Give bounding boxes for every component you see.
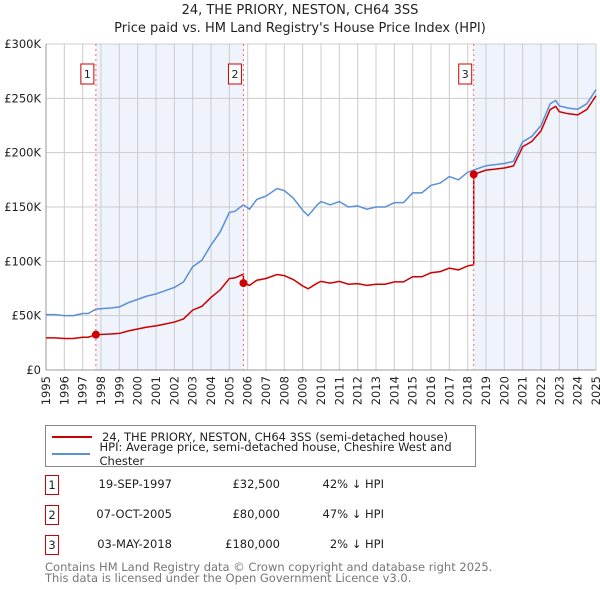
x-tick-label: 1997 xyxy=(76,376,90,405)
footer: Contains HM Land Registry data © Crown c… xyxy=(45,560,493,585)
transaction-hpi-diff: 47% ↓ HPI xyxy=(322,507,384,521)
x-tick-label: 2005 xyxy=(222,376,236,405)
x-tick-label: 2007 xyxy=(259,376,273,405)
x-tick-label: 1996 xyxy=(57,376,71,405)
x-tick-label: 2019 xyxy=(479,376,493,405)
transaction-hpi-diff: 2% ↓ HPI xyxy=(329,537,384,551)
chart-subtitle: Price paid vs. HM Land Registry's House … xyxy=(114,21,486,36)
x-tick-label: 1999 xyxy=(112,376,126,405)
legend-label-hpi: HPI: Average price, semi-detached house,… xyxy=(99,440,452,468)
sale-point xyxy=(469,170,478,179)
x-tick-label: 2011 xyxy=(332,376,346,405)
x-tick-label: 2020 xyxy=(497,376,511,405)
x-tick-label: 2003 xyxy=(186,376,200,405)
x-tick-label: 2008 xyxy=(277,376,291,405)
sale-label: 1 xyxy=(84,68,91,81)
sale-point xyxy=(91,330,100,339)
x-tick-label: 1995 xyxy=(39,376,53,405)
x-tick-label: 2015 xyxy=(406,376,420,405)
x-tick-label: 2021 xyxy=(516,376,530,405)
y-tick-label: £0 xyxy=(26,363,41,377)
legend-label-property: 24, THE PRIORY, NESTON, CH64 3SS (semi-d… xyxy=(102,430,449,444)
y-tick-label: £250K xyxy=(4,91,41,105)
sale-label: 3 xyxy=(462,68,469,81)
y-tick-label: £50K xyxy=(12,309,42,323)
y-tick-label: £300K xyxy=(4,37,41,51)
sale-label-box xyxy=(227,63,242,85)
x-tick-label: 2017 xyxy=(442,376,456,405)
legend: 24, THE PRIORY, NESTON, CH64 3SS (semi-d… xyxy=(45,425,476,468)
x-tick-label: 2012 xyxy=(351,376,365,405)
transaction-date: 07-OCT-2005 xyxy=(96,507,172,521)
footer-copyright: Contains HM Land Registry data © Crown c… xyxy=(45,560,493,574)
sale-label: 2 xyxy=(231,68,238,81)
legend-swatch-hpi xyxy=(52,453,90,455)
x-tick-label: 2001 xyxy=(149,376,163,405)
transaction-date: 03-MAY-2018 xyxy=(97,537,172,551)
sale-point xyxy=(239,279,248,288)
transaction-marker: 2 xyxy=(45,505,59,525)
transaction-date: 19-SEP-1997 xyxy=(98,477,172,491)
x-tick-label: 2022 xyxy=(534,376,548,405)
x-tick-label: 2013 xyxy=(369,376,383,405)
y-tick-label: £100K xyxy=(4,254,41,268)
x-tick-label: 2004 xyxy=(204,376,218,405)
transaction-hpi-diff: 42% ↓ HPI xyxy=(322,477,384,491)
x-tick-label: 2014 xyxy=(387,376,401,405)
x-tick-label: 2002 xyxy=(167,376,181,405)
x-tick-label: 2009 xyxy=(296,376,310,405)
x-tick-label: 1998 xyxy=(94,376,108,405)
x-tick-label: 2010 xyxy=(314,376,328,405)
hpi-line xyxy=(46,89,597,317)
x-tick-label: 2018 xyxy=(461,376,475,405)
transaction-price: £180,000 xyxy=(225,537,280,551)
price-chart: 1995 1996 1997 1998 1999 2000 2001 2002 2003 2004… xyxy=(4,37,600,405)
sale-label-box xyxy=(80,63,95,85)
transaction-price: £80,000 xyxy=(232,507,280,521)
legend-swatch-property xyxy=(52,436,92,438)
x-tick-label: 2024 xyxy=(571,376,585,405)
y-tick-label: £150K xyxy=(4,200,41,214)
x-tick-label: 2025 xyxy=(589,376,600,405)
x-tick-label: 2023 xyxy=(552,376,566,405)
transaction-row: 2 07-OCT-2005 £80,000 47% ↓ HPI xyxy=(45,505,485,525)
transaction-marker: 3 xyxy=(45,535,59,555)
transaction-marker: 1 xyxy=(45,475,59,495)
footer-licence: This data is licensed under the Open Gov… xyxy=(45,571,412,585)
sale-label-box xyxy=(458,63,473,85)
x-tick-label: 2006 xyxy=(241,376,255,405)
chart-title: 24, THE PRIORY, NESTON, CH64 3SS xyxy=(181,3,419,18)
transaction-row: 1 19-SEP-1997 £32,500 42% ↓ HPI xyxy=(45,475,485,495)
transaction-price: £32,500 xyxy=(232,477,280,491)
x-tick-label: 2016 xyxy=(424,376,438,405)
property-line xyxy=(46,95,597,340)
transaction-row: 3 03-MAY-2018 £180,000 2% ↓ HPI xyxy=(45,535,485,555)
y-tick-label: £200K xyxy=(4,146,41,160)
x-tick-label: 2000 xyxy=(131,376,145,405)
